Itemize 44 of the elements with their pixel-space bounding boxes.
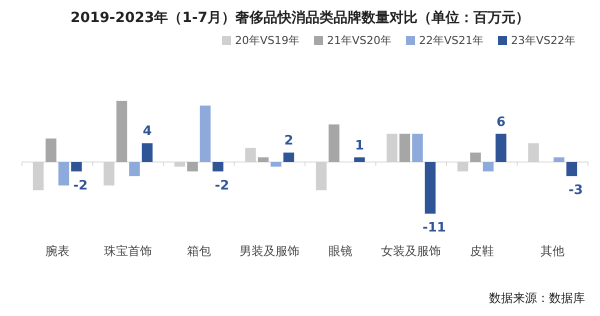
source-note: 数据来源：数据库 xyxy=(489,291,585,305)
bar xyxy=(496,134,506,162)
data-label: 6 xyxy=(496,114,506,130)
x-tick-label: 其他 xyxy=(540,244,565,258)
legend-label: 22年VS21年 xyxy=(419,34,484,47)
bar xyxy=(187,162,198,172)
bar xyxy=(200,106,211,162)
x-tick-label: 女装及服饰 xyxy=(381,244,442,258)
bar xyxy=(258,157,269,162)
bar xyxy=(566,162,578,176)
bar xyxy=(71,162,82,172)
bar xyxy=(46,138,56,162)
bar xyxy=(129,162,140,176)
legend-label: 20年VS19年 xyxy=(235,34,300,47)
bar xyxy=(283,152,294,162)
data-label: -11 xyxy=(422,220,446,236)
chart-title: 2019-2023年（1-7月）奢侈品快消品类品牌数量对比（单位：百万元） xyxy=(70,10,530,26)
x-tick-label: 眼镜 xyxy=(328,244,352,258)
bar xyxy=(470,152,481,162)
bar xyxy=(58,162,70,186)
bar xyxy=(424,162,436,214)
bar xyxy=(212,162,224,172)
data-label: -2 xyxy=(73,178,88,194)
bar xyxy=(554,157,564,162)
bar xyxy=(328,124,340,162)
bar xyxy=(412,134,423,162)
bar xyxy=(116,100,128,162)
bar xyxy=(142,143,153,162)
legend-label: 21年VS20年 xyxy=(327,34,392,47)
data-label: 4 xyxy=(142,124,152,140)
x-tick-label: 箱包 xyxy=(186,244,211,258)
x-tick-label: 腕表 xyxy=(45,244,70,258)
data-label: -3 xyxy=(568,183,583,198)
bar xyxy=(354,157,365,162)
data-label: -2 xyxy=(214,178,230,194)
x-tick-label: 皮鞋 xyxy=(470,244,494,258)
bar xyxy=(270,162,282,167)
legend-label: 23年VS22年 xyxy=(511,34,576,47)
bar xyxy=(399,134,410,162)
bar xyxy=(482,162,494,172)
x-tick-label: 男装及服饰 xyxy=(240,244,300,258)
data-label: 2 xyxy=(284,134,294,149)
x-tick-label: 珠宝首饰 xyxy=(104,244,152,258)
data-label: 1 xyxy=(354,138,364,154)
